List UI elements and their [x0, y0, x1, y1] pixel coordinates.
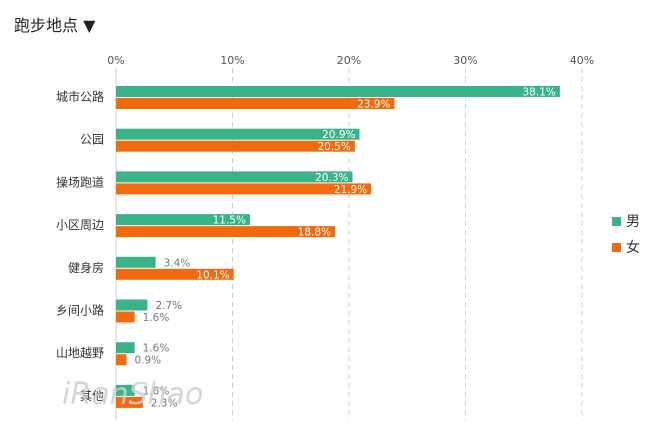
watermark-logo: iRanShao: [62, 377, 203, 412]
x-tick-label: 20%: [337, 54, 361, 67]
x-tick-label: 10%: [220, 54, 244, 67]
bar-male: [116, 299, 148, 311]
category-label: 山地越野: [56, 346, 104, 360]
data-label: 38.1%: [523, 87, 556, 99]
data-label: 11.5%: [213, 215, 246, 227]
bar-male: [116, 86, 560, 97]
legend-swatch: [612, 243, 621, 252]
bar-female: [116, 268, 234, 280]
bar-male: [116, 384, 135, 396]
x-tick-label: 40%: [570, 54, 594, 67]
data-label: 3.4%: [164, 257, 191, 269]
data-label: 20.3%: [315, 172, 348, 184]
bar-female: [116, 311, 135, 323]
bar-female: [116, 226, 336, 238]
bar-female: [116, 354, 127, 366]
category-label: 城市公路: [56, 89, 104, 104]
category-label: 乡间小路: [56, 303, 104, 318]
chart-title-dropdown[interactable]: 跑步地点 ▼: [14, 12, 95, 36]
x-tick-label: 30%: [453, 54, 477, 67]
data-label: 1.6%: [143, 385, 170, 397]
category-label: 公园: [80, 133, 104, 147]
bar-male: [116, 342, 135, 354]
data-label: 0.9%: [134, 355, 161, 367]
bar-male: [116, 256, 156, 268]
category-label: 小区周边: [56, 218, 104, 232]
data-label: 20.9%: [322, 129, 355, 141]
data-label: 2.7%: [155, 300, 182, 312]
x-tick-label: 0%: [107, 54, 124, 67]
chart-title: 跑步地点: [14, 16, 79, 35]
data-label: 21.9%: [334, 184, 367, 196]
data-label: 23.9%: [357, 99, 390, 111]
legend-swatch: [612, 217, 621, 226]
category-label: 健身房: [68, 260, 104, 275]
bar-male: [116, 214, 250, 226]
bar-female: [116, 183, 372, 195]
bar-female: [116, 98, 395, 109]
category-label: 其他: [80, 389, 104, 403]
bar-female: [116, 140, 355, 152]
legend-label[interactable]: 男: [626, 214, 640, 230]
data-label: 10.1%: [196, 269, 229, 281]
chevron-down-icon: ▼: [83, 16, 96, 35]
bar-male: [116, 171, 353, 183]
data-label: 1.6%: [143, 312, 170, 324]
bar-female: [116, 396, 143, 408]
legend-label[interactable]: 女: [626, 239, 640, 256]
data-label: 1.6%: [143, 343, 170, 355]
data-label: 2.3%: [151, 397, 178, 409]
data-label: 18.8%: [298, 227, 331, 239]
data-label: 20.5%: [317, 141, 350, 153]
bar-male: [116, 128, 360, 140]
category-label: 操场跑道: [56, 174, 104, 189]
